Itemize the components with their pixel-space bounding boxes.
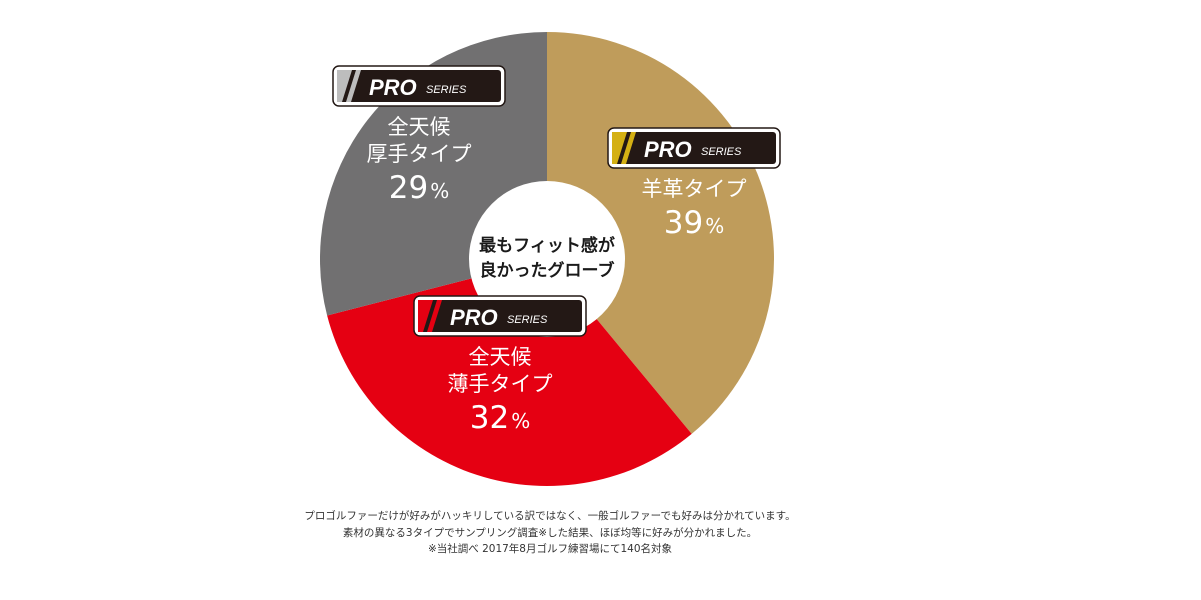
badge-body [337,70,501,102]
slice-label-1-line-1: 羊革タイプ [642,177,747,201]
slice-value-3: 29% [389,170,449,206]
slice-value-2: 32% [470,400,530,436]
badge-pro-text: PRO [369,75,417,100]
badge-stripe-icon [621,132,636,164]
badge-series-text: SERIES [507,314,548,326]
badge-stripe-icon [418,300,433,332]
slice-label-3-line-2: 厚手タイプ [367,142,472,166]
pro-series-badge-2: PRO SERIES [413,295,587,337]
badge-body [612,132,776,164]
badge-stripe-icon [427,300,442,332]
donut-chart: 最もフィット感が 良かったグローブ PRO SERIES 羊革タイプ 39 % PRO SE… [319,32,781,487]
badge-body [418,300,582,332]
footnotes: プロゴルファーだけが好みがハッキリしている訳ではなく、一般ゴルファーでも好みは分… [250,508,850,558]
slice-label-2-line-1: 全天候 [469,345,532,369]
badge-stripe-icon [337,70,352,102]
footnote-line-1: プロゴルファーだけが好みがハッキリしている訳ではなく、一般ゴルファーでも好みは分… [304,510,796,522]
badge-pro-text: PRO [450,305,498,330]
slice-label-2-line-2: 薄手タイプ [448,372,553,396]
center-label-line-1: 最もフィット感が [479,235,615,256]
pro-series-badge-3: PRO SERIES [332,65,506,107]
pro-series-badge-1: PRO SERIES [607,127,781,169]
badge-stripe-icon [612,132,627,164]
badge-series-text: SERIES [426,84,467,96]
badge-series-text: SERIES [701,146,742,158]
slice-value-1: 39% [664,205,724,241]
footnote-line-3: ※当社調べ 2017年8月ゴルフ練習場にて140名対象 [427,543,673,555]
badge-stripe-icon [346,70,361,102]
slice-label-3-line-1: 全天候 [388,115,451,139]
center-label-line-2: 良かったグローブ [480,260,615,281]
badge-pro-text: PRO [644,137,692,162]
footnote-line-2: 素材の異なる3タイプでサンプリング調査※した結果、ほぼ均等に好みが分かれました。 [342,526,758,539]
